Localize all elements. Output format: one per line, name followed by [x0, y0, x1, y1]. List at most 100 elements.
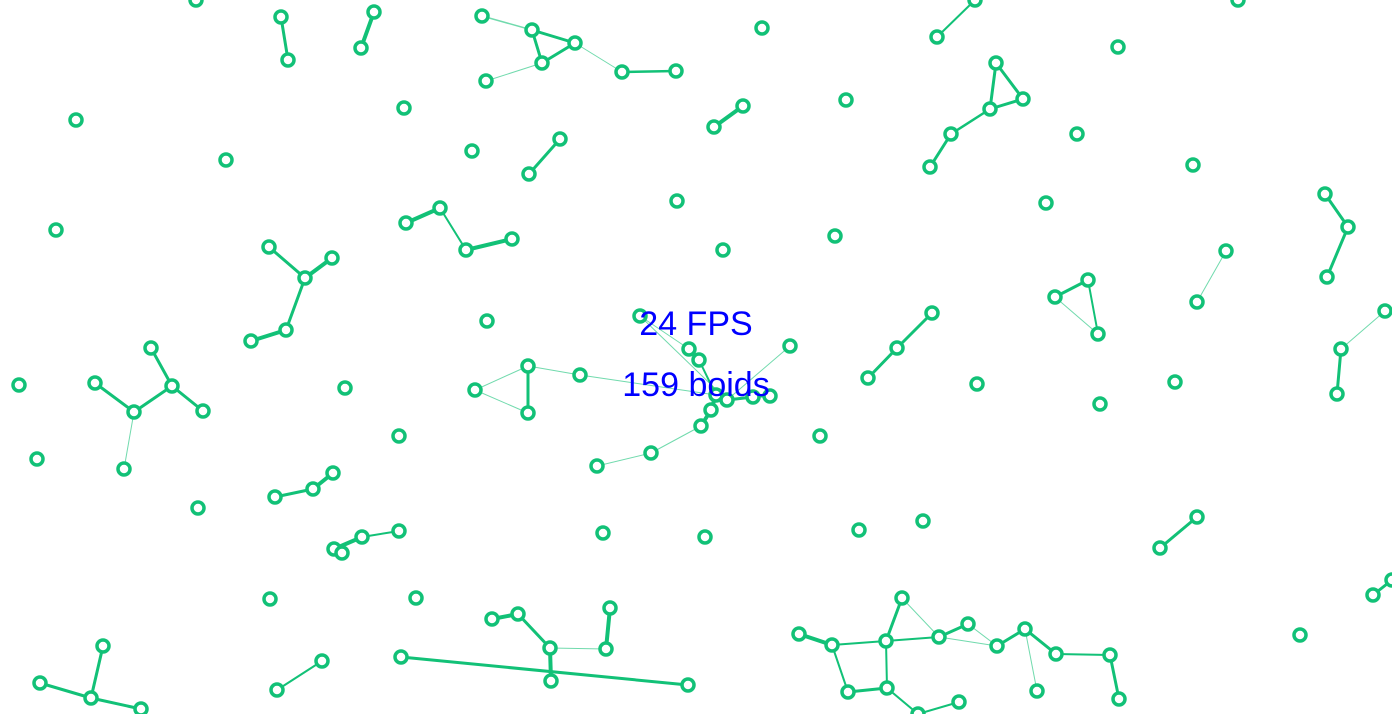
boid	[782, 338, 798, 354]
boid	[1185, 157, 1201, 173]
boid	[474, 8, 490, 24]
boid	[910, 706, 926, 714]
boid	[943, 126, 959, 142]
boid	[598, 641, 614, 657]
boid	[708, 387, 724, 403]
boid	[510, 606, 526, 622]
boid	[1080, 272, 1096, 288]
boid	[1111, 691, 1127, 707]
boid	[878, 633, 894, 649]
boid-link	[267, 245, 307, 280]
boid-link	[620, 69, 678, 74]
boid	[791, 626, 807, 642]
boid	[680, 677, 696, 693]
boid	[1102, 647, 1118, 663]
boid-link	[574, 42, 623, 73]
boid	[1189, 509, 1205, 525]
boid	[87, 375, 103, 391]
boid	[969, 376, 985, 392]
boid	[543, 673, 559, 689]
boid-link	[481, 15, 533, 31]
boid	[314, 653, 330, 669]
boid	[408, 590, 424, 606]
boid-link	[726, 345, 791, 401]
boid	[479, 313, 495, 329]
boid-link	[527, 137, 562, 176]
boid-link	[123, 411, 135, 470]
boid	[735, 98, 751, 114]
boid-link	[516, 612, 552, 650]
boid	[691, 352, 707, 368]
boid	[297, 270, 313, 286]
boid	[218, 152, 234, 168]
boid	[520, 405, 536, 421]
boid	[838, 92, 854, 108]
boid	[860, 370, 876, 386]
boid	[534, 55, 550, 71]
boid	[391, 523, 407, 539]
boid	[467, 382, 483, 398]
boid	[693, 418, 709, 434]
boid-link	[89, 644, 105, 700]
boid	[915, 513, 931, 529]
boid	[398, 215, 414, 231]
boid	[982, 101, 998, 117]
boid	[68, 112, 84, 128]
boid	[681, 341, 697, 357]
boid-link	[579, 374, 717, 396]
boid-link	[885, 636, 940, 642]
boid-link	[38, 681, 93, 700]
boid	[396, 100, 412, 116]
boid	[354, 529, 370, 545]
boid	[133, 701, 149, 714]
boid	[1048, 646, 1064, 662]
boid	[261, 239, 277, 255]
boid-link	[831, 644, 849, 693]
boid	[521, 166, 537, 182]
boid	[1230, 0, 1246, 8]
boid	[504, 231, 520, 247]
boid	[668, 63, 684, 79]
boid	[706, 119, 722, 135]
boid	[1092, 396, 1108, 412]
boid	[324, 250, 340, 266]
boid-link	[399, 655, 690, 687]
boid	[366, 4, 382, 20]
boid-link	[93, 381, 136, 414]
boid	[632, 308, 648, 324]
boid	[391, 428, 407, 444]
boid	[126, 404, 142, 420]
boid	[1319, 269, 1335, 285]
boid	[32, 675, 48, 691]
boid	[305, 481, 321, 497]
boid	[988, 55, 1004, 71]
boid	[267, 489, 283, 505]
boid-link	[1055, 653, 1111, 656]
boid	[643, 445, 659, 461]
boid	[190, 500, 206, 516]
boid-link	[474, 389, 529, 414]
boid-link	[284, 276, 307, 332]
boid-link	[936, 0, 976, 38]
boid	[595, 525, 611, 541]
boid	[589, 458, 605, 474]
boid-link	[639, 315, 690, 350]
boid	[542, 640, 558, 656]
boid-link	[938, 636, 998, 647]
boid-link	[895, 311, 934, 350]
boid-link	[1325, 225, 1350, 279]
boid	[824, 637, 840, 653]
boid-link	[1340, 310, 1386, 350]
boid	[484, 611, 500, 627]
boid	[1015, 91, 1031, 107]
boid	[960, 616, 976, 632]
boid	[924, 305, 940, 321]
boid-link	[1054, 296, 1099, 335]
boid	[1377, 303, 1392, 319]
boid-link	[1196, 250, 1227, 303]
boid-link	[1024, 628, 1038, 692]
boid	[262, 591, 278, 607]
boid	[116, 461, 132, 477]
boid	[1110, 39, 1126, 55]
